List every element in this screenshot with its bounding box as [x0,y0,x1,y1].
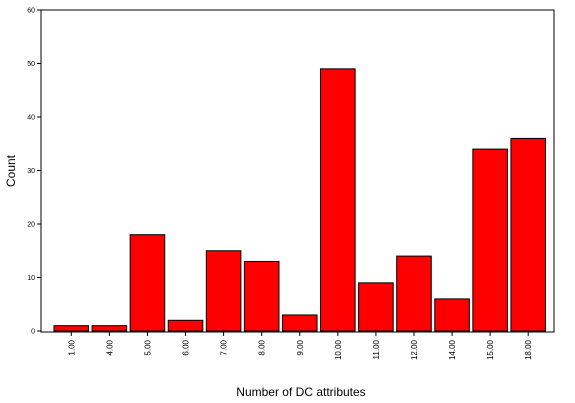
bar-1.00 [53,325,90,332]
x-tick-label: 15.00 [486,339,495,360]
bars [53,68,546,332]
y-tick-label: 10 [27,275,35,282]
y-tick-label: 30 [27,168,35,175]
bar-4.00 [91,325,128,332]
x-tick-label: 6.00 [182,339,191,355]
bar-15.00 [472,148,508,332]
bar-6.00 [167,319,204,332]
bar-9.00 [281,314,318,332]
bar-18.00 [510,137,546,332]
y-tick-label: 50 [27,61,35,68]
x-tick-label: 9.00 [296,339,305,355]
y-tick-label: 20 [27,222,35,229]
x-tick-label: 5.00 [143,339,152,355]
y-tick-label: 60 [27,8,35,15]
bar-14.00 [434,298,470,332]
x-tick-label: 12.00 [410,339,419,360]
y-tick-label: 0 [31,329,35,336]
x-axis: 1.00 4.00 5.00 6.00 7.00 8.00 9.00 10.00 11.00 12… [67,332,533,360]
y-axis: 0 10 20 30 40 50 60 [27,8,41,336]
x-tick-label: 1.00 [67,339,76,355]
y-axis-title: Count [4,154,18,187]
x-tick-label: 4.00 [105,339,114,355]
plot-frame [40,9,555,333]
bar-7.00 [205,250,242,332]
bar-8.00 [243,260,280,332]
x-tick-label: 11.00 [372,339,381,359]
x-tick-label: 10.00 [334,339,343,360]
bar-5.00 [129,234,166,332]
bar-11.00 [358,282,394,332]
x-tick-label: 8.00 [258,339,267,355]
x-tick-label: 18.00 [524,339,533,360]
x-tick-label: 14.00 [448,339,457,360]
x-tick-label: 7.00 [220,339,229,355]
bar-10.00 [320,68,356,332]
y-tick-label: 40 [27,115,35,122]
x-axis-title: Number of DC attributes [236,385,365,399]
bar-12.00 [396,255,432,332]
